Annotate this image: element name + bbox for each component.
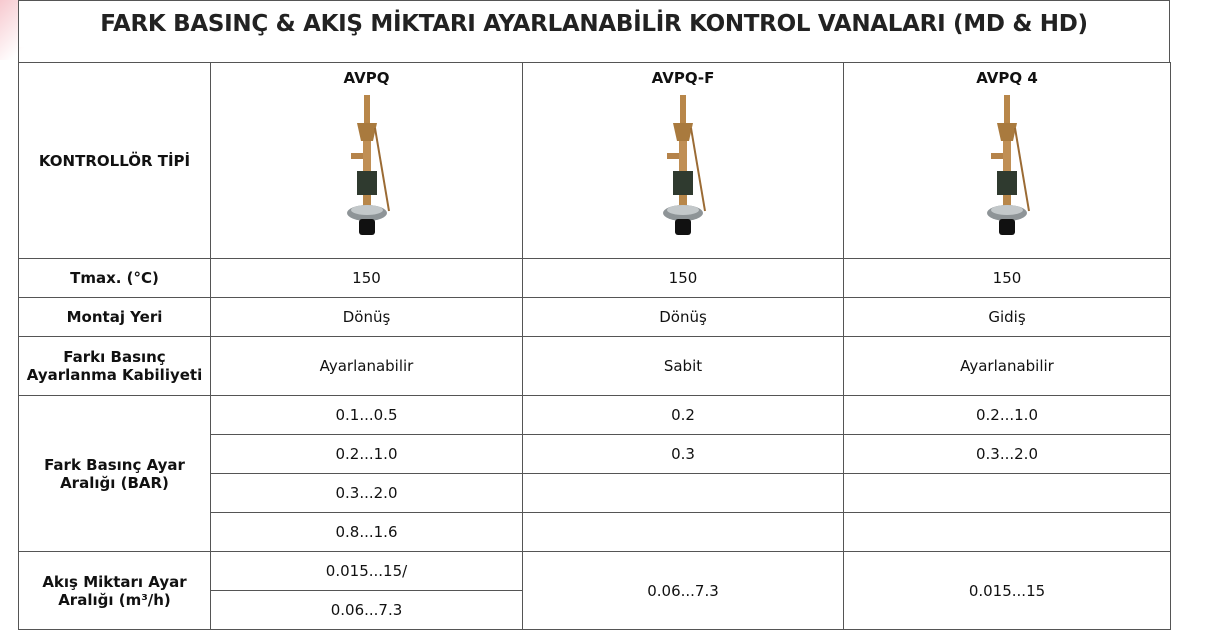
- cell: 0.015...15/: [211, 552, 523, 591]
- column-name: AVPQ: [217, 69, 516, 87]
- column-name: AVPQ-F: [529, 69, 837, 87]
- row: Farkı Basınç Ayarlanma Kabiliyeti Ayarla…: [19, 337, 1171, 396]
- cell: 150: [523, 259, 844, 298]
- cell: 0.3...2.0: [844, 435, 1171, 474]
- cell: 0.3...2.0: [211, 474, 523, 513]
- row-label: Akış Miktarı Ayar Aralığı (m³/h): [19, 552, 211, 630]
- valve-image: [977, 93, 1037, 243]
- empty-cell: [523, 474, 844, 513]
- column-name: AVPQ 4: [850, 69, 1164, 87]
- page: FARK BASINÇ & AKIŞ MİKTARI AYARLANABİLİR…: [0, 0, 1213, 637]
- cell: 150: [844, 259, 1171, 298]
- cell: 0.2...1.0: [844, 396, 1171, 435]
- cell: 0.06...7.3: [211, 591, 523, 630]
- cell: 0.2: [523, 396, 844, 435]
- row-label: Fark Basınç Ayar Aralığı (BAR): [19, 396, 211, 552]
- row: Montaj Yeri Dönüş Dönüş Gidiş: [19, 298, 1171, 337]
- row: Tmax. (°C) 150 150 150: [19, 259, 1171, 298]
- cell: 0.1...0.5: [211, 396, 523, 435]
- header-label: KONTROLLÖR TİPİ: [19, 63, 211, 259]
- cell: Gidiş: [844, 298, 1171, 337]
- valve-image: [653, 93, 713, 243]
- row: Akış Miktarı Ayar Aralığı (m³/h) 0.015..…: [19, 552, 1171, 591]
- cell: 150: [211, 259, 523, 298]
- valve-image: [337, 93, 397, 243]
- spacer: [18, 47, 1170, 62]
- header-cell: AVPQ: [211, 63, 523, 259]
- row: Fark Basınç Ayar Aralığı (BAR) 0.1...0.5…: [19, 396, 1171, 435]
- cell: 0.3: [523, 435, 844, 474]
- empty-cell: [844, 474, 1171, 513]
- spec-table: KONTROLLÖR TİPİ AVPQ AVPQ-F AVPQ 4 Tmax.…: [18, 62, 1171, 630]
- cell: Ayarlanabilir: [844, 337, 1171, 396]
- header-cell: AVPQ 4: [844, 63, 1171, 259]
- empty-cell: [523, 513, 844, 552]
- empty-cell: [844, 513, 1171, 552]
- cell: Dönüş: [523, 298, 844, 337]
- row-label: Farkı Basınç Ayarlanma Kabiliyeti: [19, 337, 211, 396]
- cell: 0.06...7.3: [523, 552, 844, 630]
- row-label: Montaj Yeri: [19, 298, 211, 337]
- cell: 0.2...1.0: [211, 435, 523, 474]
- cell: Ayarlanabilir: [211, 337, 523, 396]
- header-cell: AVPQ-F: [523, 63, 844, 259]
- cell: 0.8...1.6: [211, 513, 523, 552]
- cell: Dönüş: [211, 298, 523, 337]
- row-label: Tmax. (°C): [19, 259, 211, 298]
- cell: 0.015...15: [844, 552, 1171, 630]
- header-row: KONTROLLÖR TİPİ AVPQ AVPQ-F AVPQ 4: [19, 63, 1171, 259]
- cell: Sabit: [523, 337, 844, 396]
- title: FARK BASINÇ & AKIŞ MİKTARI AYARLANABİLİR…: [18, 0, 1170, 47]
